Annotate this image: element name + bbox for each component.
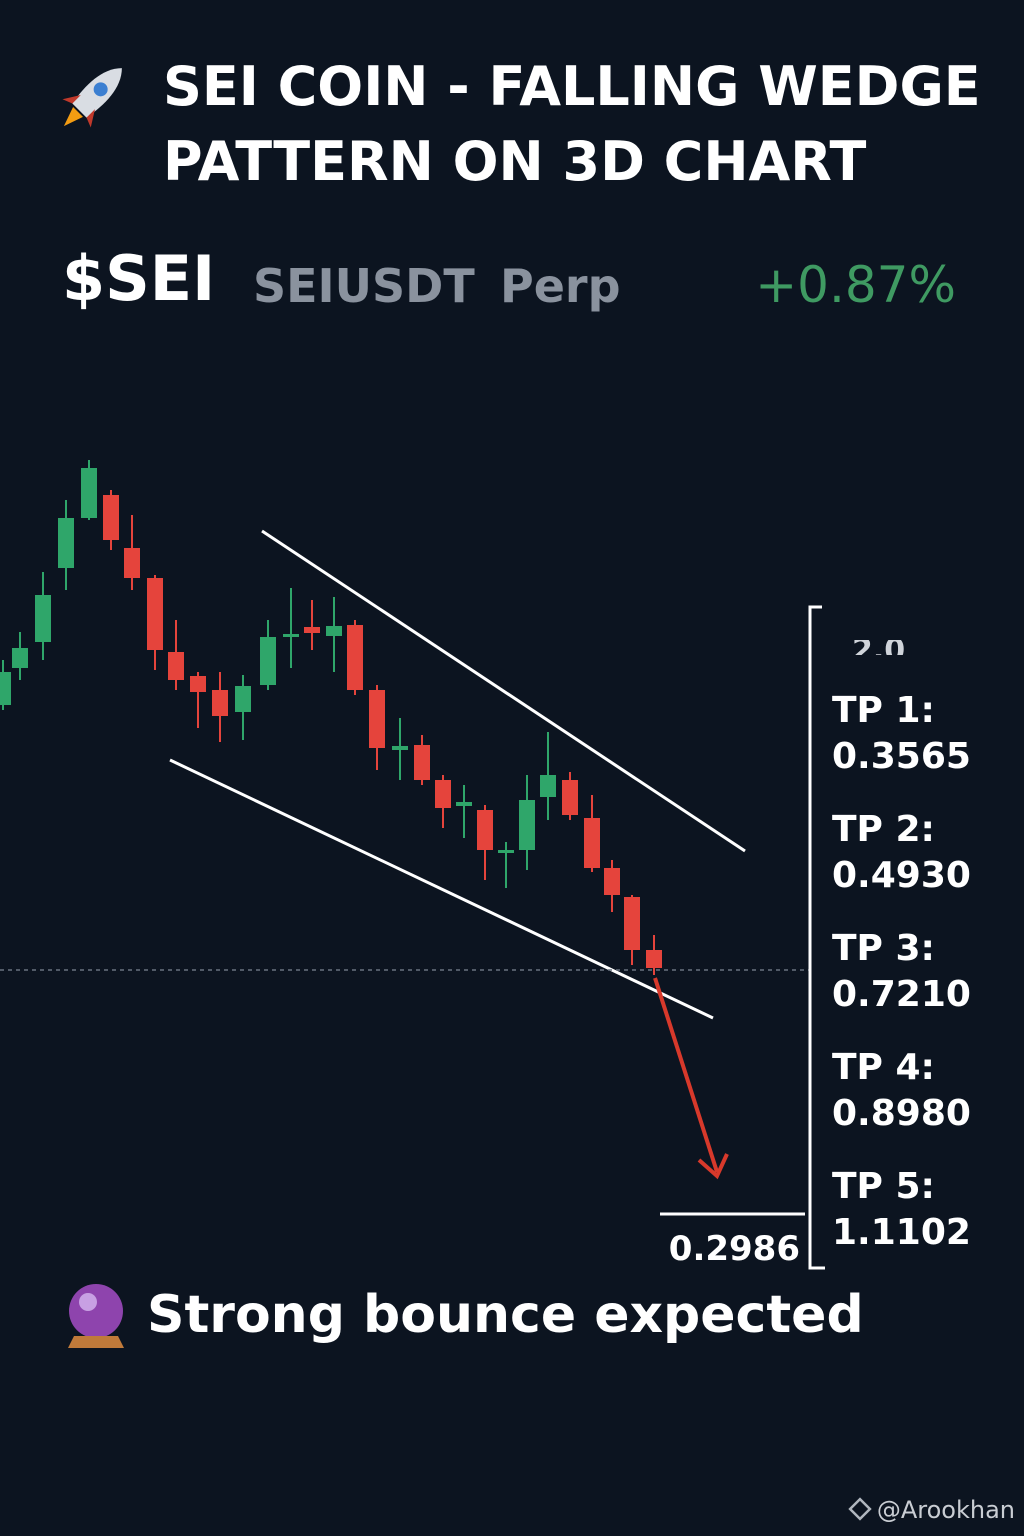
candle <box>190 672 206 728</box>
axis-label: 2.0 <box>852 633 905 668</box>
candle <box>168 620 184 690</box>
candle-body <box>519 800 535 850</box>
candle <box>58 500 74 590</box>
candle <box>519 775 535 870</box>
candle-body <box>584 818 600 868</box>
ticker-contract: Perp <box>500 259 621 313</box>
candle-body <box>456 802 472 806</box>
candle-body <box>392 746 408 750</box>
candle-body <box>283 634 299 637</box>
target-label: TP 5: <box>832 1166 935 1207</box>
candle <box>283 588 299 668</box>
ticker-pair: SEIUSDT <box>253 259 475 313</box>
target-label: TP 4: <box>832 1047 935 1088</box>
candle-body <box>147 578 163 650</box>
candle <box>35 572 51 660</box>
candle-body <box>540 775 556 797</box>
target-label: TP 3: <box>832 928 935 969</box>
candle <box>646 935 662 975</box>
ticker-change: +0.87% <box>755 256 956 314</box>
candle <box>12 632 28 680</box>
candle <box>304 600 320 650</box>
candle <box>212 672 228 742</box>
candle <box>124 515 140 590</box>
candle-body <box>35 595 51 642</box>
candle-body <box>435 780 451 808</box>
candle-body <box>190 676 206 692</box>
candle-body <box>369 690 385 748</box>
candles <box>0 460 662 975</box>
candle <box>624 895 640 965</box>
watermark-logo <box>848 1497 872 1521</box>
title-line: PATTERN ON 3D CHART <box>163 130 866 193</box>
candle-body <box>0 672 11 705</box>
target-value: 0.4930 <box>832 855 971 896</box>
candle-body <box>235 686 251 712</box>
candle <box>347 620 363 695</box>
candle-body <box>124 548 140 578</box>
target-label: TP 1: <box>832 690 935 731</box>
candle <box>604 860 620 912</box>
candle-body <box>646 950 662 968</box>
candle-body <box>477 810 493 850</box>
rocket-icon <box>62 68 122 128</box>
candle-body <box>12 648 28 668</box>
level-label: 0.2986 <box>669 1229 800 1269</box>
candle-body <box>347 625 363 690</box>
candle <box>235 675 251 740</box>
wedge-lower <box>169 758 714 1020</box>
candle-body <box>326 626 342 636</box>
candle-body <box>414 745 430 780</box>
candle <box>0 660 11 710</box>
candle-body <box>212 690 228 716</box>
candle-body <box>624 897 640 950</box>
candle <box>456 785 472 838</box>
candle <box>584 795 600 872</box>
caption: Strong bounce expected <box>147 1285 864 1345</box>
candle <box>477 805 493 880</box>
candle-body <box>58 518 74 568</box>
target-value: 0.3565 <box>832 736 971 777</box>
target-value: 0.8980 <box>832 1093 971 1134</box>
candle-body <box>103 495 119 540</box>
candle <box>414 735 430 785</box>
candle-body <box>562 780 578 815</box>
candle <box>498 842 514 888</box>
candle <box>562 772 578 820</box>
title-line: SEI COIN - FALLING WEDGE <box>163 55 981 118</box>
crystal-ball-icon <box>68 1284 124 1348</box>
down-arrow <box>653 977 729 1180</box>
target-value: 0.7210 <box>832 974 971 1015</box>
candle <box>369 685 385 770</box>
watermark: @Arookhan <box>877 1496 1015 1524</box>
wedge-upper <box>261 529 746 853</box>
candle <box>147 575 163 670</box>
target-label: TP 2: <box>832 809 935 850</box>
target-bracket <box>808 605 825 1270</box>
target-value: 1.1102 <box>832 1212 971 1253</box>
candle-body <box>260 637 276 685</box>
candle <box>326 597 342 672</box>
candle <box>103 490 119 550</box>
candle-body <box>168 652 184 680</box>
candle <box>81 460 97 520</box>
candle-body <box>604 868 620 895</box>
ticker-symbol: $SEI <box>62 242 215 315</box>
candle-body <box>498 850 514 853</box>
candle <box>540 732 556 820</box>
candle <box>392 718 408 780</box>
candle <box>260 620 276 690</box>
targets: TP 1: 0.3565 TP 2: 0.4930 TP 3: 0.7210 TP 4: 0.… <box>832 690 971 1253</box>
candle-body <box>81 468 97 518</box>
candle <box>435 775 451 828</box>
candle-body <box>304 627 320 633</box>
